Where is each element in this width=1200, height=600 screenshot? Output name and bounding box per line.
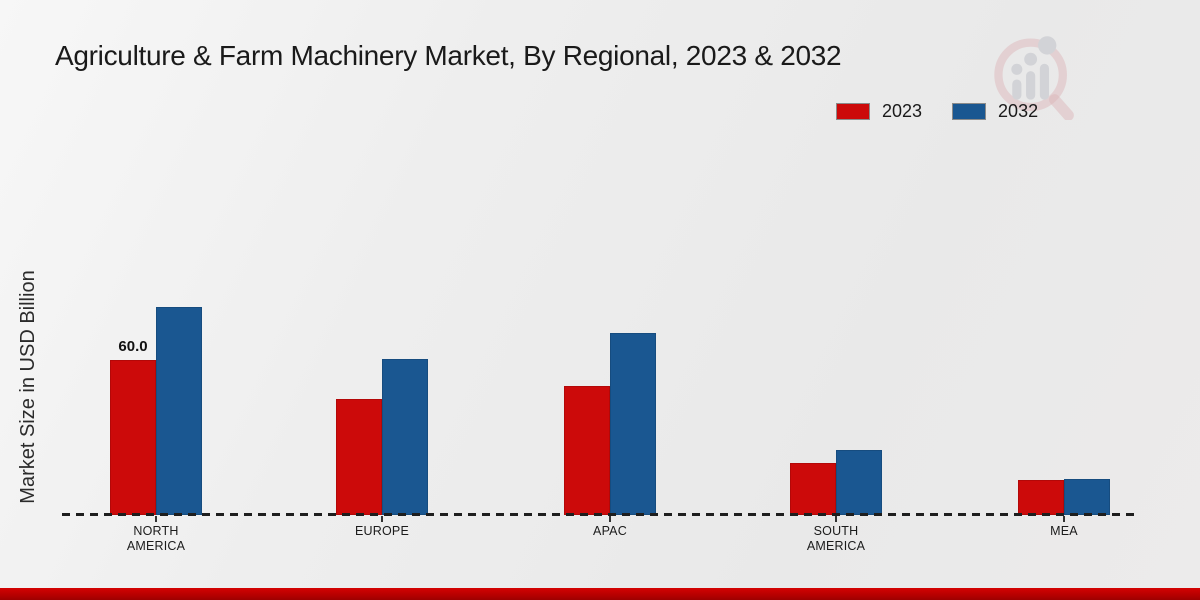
chart-title: Agriculture & Farm Machinery Market, By …	[55, 40, 842, 71]
y-axis-label: Market Size in USD Billion	[17, 270, 39, 504]
legend-swatch-2023	[836, 103, 870, 120]
x-axis-category-label-apac: APAC	[593, 524, 627, 538]
legend: 2023 2032	[836, 101, 1038, 122]
x-axis-category-label-mea: MEA	[1050, 524, 1078, 538]
bar-2023-south-america	[790, 463, 836, 515]
x-axis-category-label-south-america: SOUTH AMERICA	[806, 524, 866, 553]
x-axis-category-label-europe: EUROPE	[355, 524, 409, 538]
x-axis-tick	[609, 516, 611, 522]
x-axis-baseline	[62, 513, 1138, 516]
legend-swatch-2032	[952, 103, 987, 120]
x-axis-tick	[155, 516, 157, 522]
legend-item-2032: 2032	[952, 101, 1038, 122]
bar-2023-apac	[564, 386, 610, 515]
bar-2032-south-america	[836, 450, 882, 515]
magnifier-bar-chart-logo-icon	[994, 36, 1074, 120]
bar-2032-apac	[610, 333, 656, 515]
bar-2023-north-america	[110, 360, 156, 515]
bar-2023-europe	[336, 399, 382, 515]
x-axis-category-label-north-america: NORTH AMERICA	[126, 524, 186, 553]
x-axis-tick	[1063, 516, 1065, 522]
legend-item-2023: 2023	[836, 101, 922, 122]
legend-label-2023: 2023	[882, 101, 923, 121]
bar-2032-europe	[382, 359, 428, 515]
bar-value-label: 60.0	[118, 338, 148, 355]
bar-2032-mea	[1064, 479, 1110, 515]
legend-label-2032: 2032	[998, 101, 1039, 121]
x-axis-tick	[381, 516, 383, 522]
bar-2032-north-america	[156, 307, 202, 515]
bar-2023-mea	[1018, 480, 1064, 515]
footer-accent-bar	[0, 588, 1200, 600]
x-axis-tick	[835, 516, 837, 522]
